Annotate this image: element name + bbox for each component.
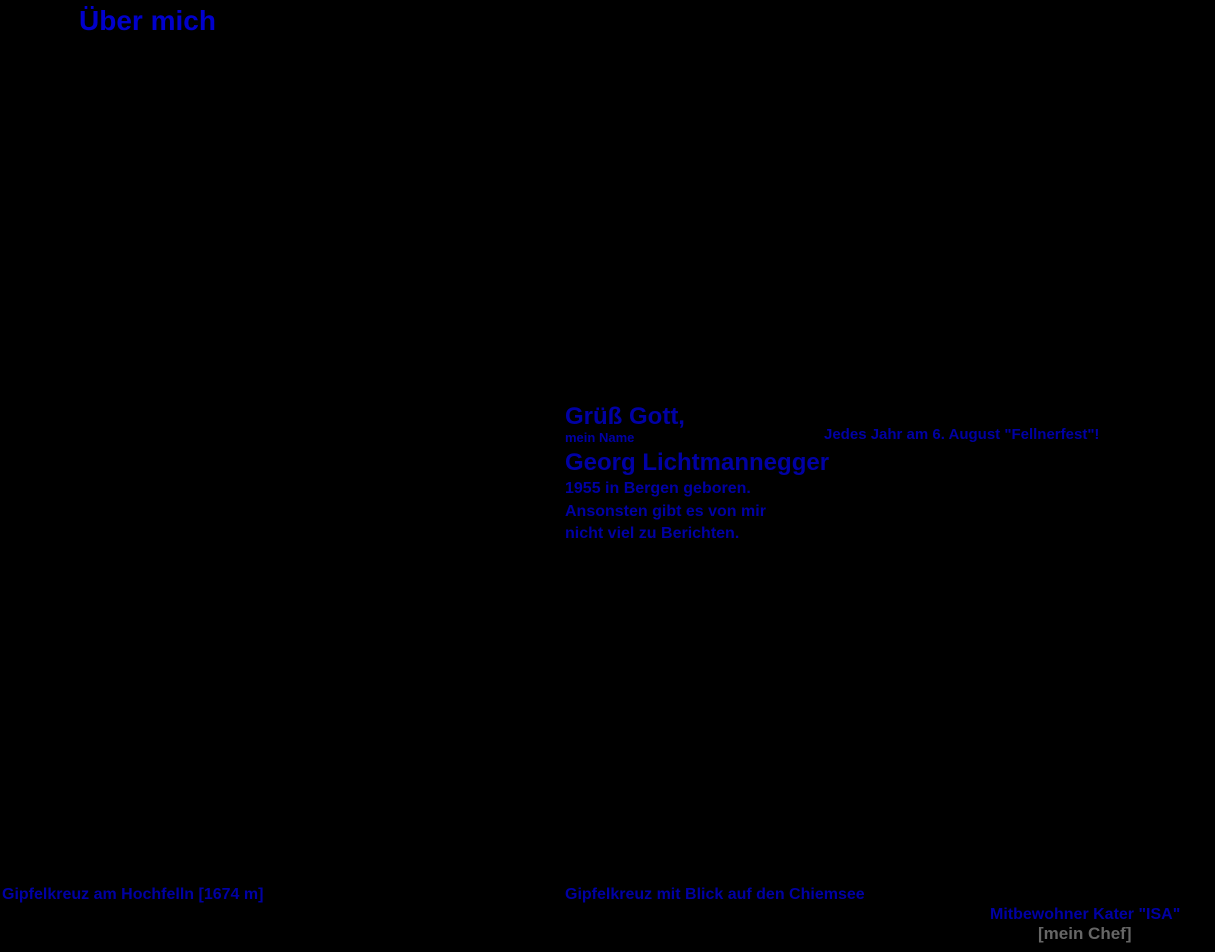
intro-line-2: Ansonsten gibt es von mir bbox=[565, 501, 829, 523]
full-name: Georg Lichtmannegger bbox=[565, 447, 829, 478]
cat-caption-line1: Mitbewohner Kater "ISA" bbox=[990, 906, 1180, 924]
intro-line-3: nicht viel zu Berichten. bbox=[565, 523, 829, 545]
my-name-label: mein Name bbox=[565, 430, 829, 447]
cat-caption-line2: [mein Chef] bbox=[1038, 924, 1180, 944]
caption-chiemsee: Gipfelkreuz mit Blick auf den Chiemsee bbox=[565, 886, 865, 904]
page-title: Über mich bbox=[79, 5, 216, 37]
caption-hochfelln: Gipfelkreuz am Hochfelln [1674 m] bbox=[2, 886, 263, 904]
intro-block: Grüß Gott, mein Name Georg Lichtmannegge… bbox=[565, 404, 829, 546]
intro-line-1: 1955 in Bergen geboren. bbox=[565, 478, 829, 500]
greeting-text: Grüß Gott, bbox=[565, 404, 829, 430]
fellnerfest-text: Jedes Jahr am 6. August "Fellnerfest"! bbox=[824, 426, 1099, 443]
cat-caption-block: Mitbewohner Kater "ISA" [mein Chef] bbox=[990, 906, 1180, 944]
